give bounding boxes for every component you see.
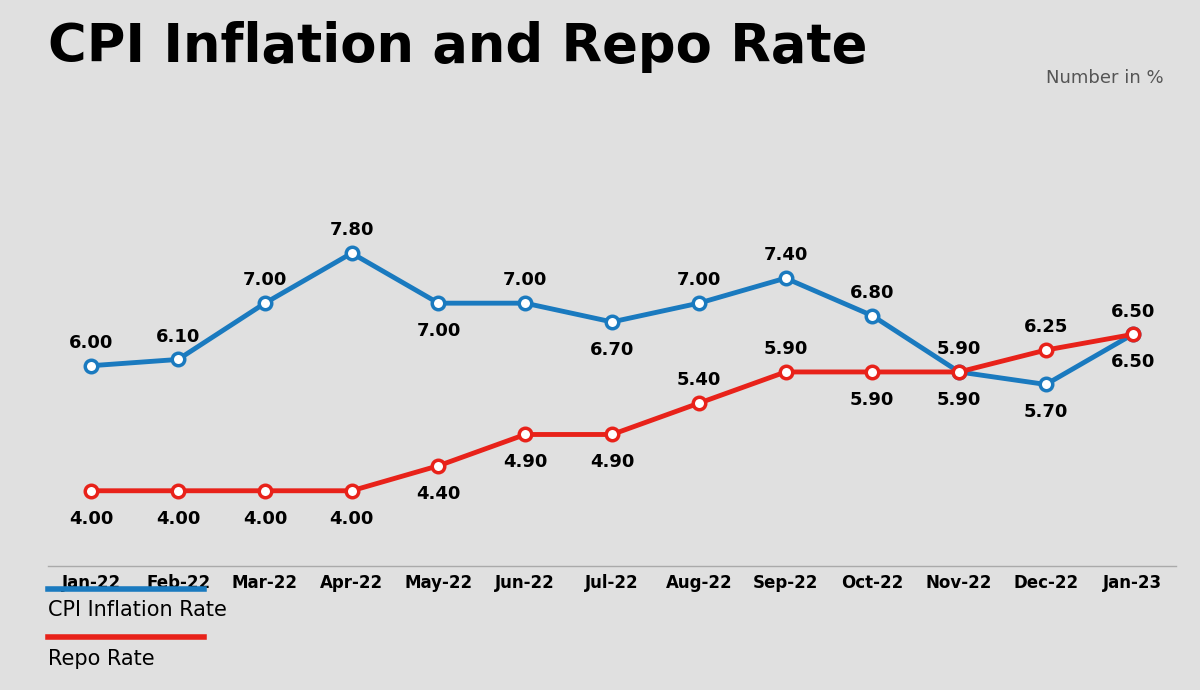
Text: 5.90: 5.90	[937, 340, 982, 358]
Text: 7.00: 7.00	[416, 322, 461, 340]
Text: 4.00: 4.00	[70, 509, 114, 528]
Text: 6.50: 6.50	[1110, 303, 1154, 321]
Text: 5.90: 5.90	[850, 391, 894, 408]
Text: 4.90: 4.90	[590, 453, 634, 471]
Text: 6.50: 6.50	[1110, 353, 1154, 371]
Text: 4.40: 4.40	[416, 484, 461, 502]
Text: 7.00: 7.00	[242, 271, 287, 289]
Text: 4.00: 4.00	[156, 509, 200, 528]
Text: 7.00: 7.00	[503, 271, 547, 289]
Text: 6.80: 6.80	[850, 284, 894, 302]
Text: 6.00: 6.00	[70, 334, 114, 352]
Text: CPI Inflation Rate: CPI Inflation Rate	[48, 600, 227, 620]
Text: 5.90: 5.90	[763, 340, 808, 358]
Text: 7.40: 7.40	[763, 246, 808, 264]
Text: Repo Rate: Repo Rate	[48, 649, 155, 669]
Text: 7.00: 7.00	[677, 271, 721, 289]
Text: 6.10: 6.10	[156, 328, 200, 346]
Text: Number in %: Number in %	[1046, 69, 1164, 87]
Text: 6.25: 6.25	[1024, 318, 1068, 336]
Text: 5.90: 5.90	[937, 391, 982, 408]
Text: 7.80: 7.80	[330, 221, 374, 239]
Text: 4.00: 4.00	[242, 509, 287, 528]
Text: 4.00: 4.00	[330, 509, 374, 528]
Text: 5.40: 5.40	[677, 371, 721, 389]
Text: 4.90: 4.90	[503, 453, 547, 471]
Text: 5.70: 5.70	[1024, 403, 1068, 421]
Text: CPI Inflation and Repo Rate: CPI Inflation and Repo Rate	[48, 21, 868, 72]
Text: 6.70: 6.70	[590, 341, 634, 359]
